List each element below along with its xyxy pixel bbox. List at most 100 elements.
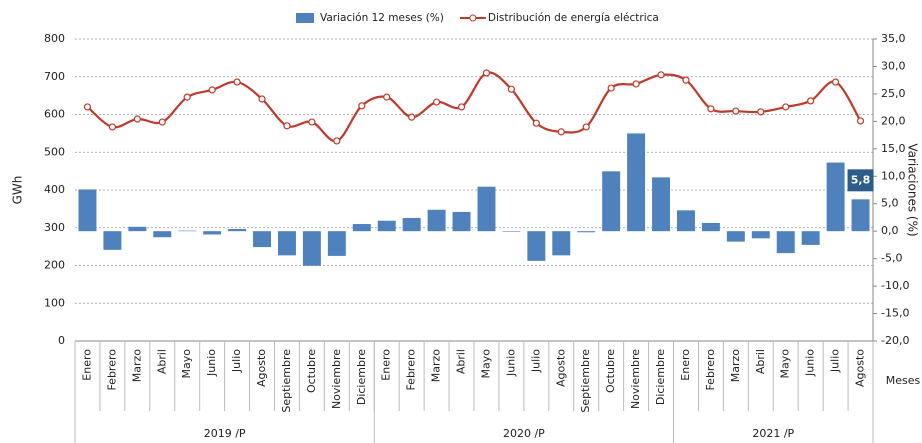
line xyxy=(86,71,862,143)
legend-swatch xyxy=(296,13,314,23)
x-tick-label: Mayo xyxy=(479,349,492,379)
line-marker xyxy=(457,103,466,111)
bar xyxy=(78,189,97,232)
y-tick-label: 600 xyxy=(44,108,65,121)
line-marker xyxy=(283,122,291,130)
y-tick-label: 200 xyxy=(44,259,65,272)
x-tick-label: Mayo xyxy=(779,349,792,379)
y2-tick-label: 30,0 xyxy=(881,59,906,72)
bar xyxy=(801,231,820,245)
line-marker xyxy=(707,105,715,113)
value-label-box xyxy=(847,169,874,192)
bar xyxy=(302,231,321,266)
line-marker xyxy=(308,118,316,126)
y2-tick-label: 0,0 xyxy=(881,224,899,237)
y2-tick-label: -20,0 xyxy=(881,334,909,347)
line-marker xyxy=(108,123,117,131)
x-tick-label: Junio xyxy=(205,349,218,377)
line-marker xyxy=(582,123,590,131)
bar xyxy=(826,162,845,232)
line-marker xyxy=(831,78,840,86)
bar xyxy=(402,218,421,232)
group-label: 2019 /P xyxy=(204,427,246,440)
line-marker xyxy=(83,103,92,111)
bar xyxy=(602,171,621,232)
bar xyxy=(776,231,795,254)
x-tick-label: Noviembre xyxy=(330,349,343,409)
line-marker xyxy=(482,69,491,77)
y2-tick-label: -10,0 xyxy=(881,279,909,292)
legend-swatch xyxy=(469,14,477,22)
x-tick-label: Enero xyxy=(679,349,692,381)
bar xyxy=(178,230,197,232)
bar xyxy=(128,226,147,232)
bar xyxy=(103,231,122,250)
line-marker xyxy=(607,84,615,92)
legend-label: Distribución de energía eléctrica xyxy=(488,12,659,24)
y-tick-label: 800 xyxy=(44,32,65,45)
line-marker xyxy=(782,103,790,111)
x-tick-label: Febrero xyxy=(704,349,717,391)
bar xyxy=(527,231,546,261)
x-tick-label: Octubre xyxy=(305,349,318,393)
bar xyxy=(577,231,596,233)
x-tick-label: Septiembre xyxy=(280,349,293,413)
line-marker xyxy=(358,102,366,110)
line-marker xyxy=(632,80,640,88)
line-marker xyxy=(757,108,765,116)
line-marker xyxy=(557,128,565,136)
x-tick-label: Marzo xyxy=(130,349,143,383)
line-marker xyxy=(333,137,341,145)
y2-tick-label: 20,0 xyxy=(881,114,906,127)
line-marker xyxy=(856,117,865,125)
bar xyxy=(153,231,172,238)
legend-label: Variación 12 meses (%) xyxy=(320,12,444,24)
x-tick-label: Diciembre xyxy=(654,349,667,405)
bar xyxy=(228,228,247,232)
x-tick-label: Marzo xyxy=(729,349,742,383)
bar xyxy=(253,231,272,248)
line-marker xyxy=(208,86,216,94)
x-tick-label: Mayo xyxy=(180,349,193,379)
x-tick-label: Enero xyxy=(80,349,93,381)
bar xyxy=(277,231,296,256)
x-tick-label: Julio xyxy=(829,349,842,373)
y2-tick-label: 5,0 xyxy=(881,197,899,210)
line-marker xyxy=(183,93,191,101)
line-marker xyxy=(233,78,241,86)
x-tick-label: Junio xyxy=(504,349,517,377)
y2-tick-label: 15,0 xyxy=(881,142,906,155)
bar xyxy=(502,231,521,232)
line-marker xyxy=(383,93,391,101)
x-tick-label: Diciembre xyxy=(355,349,368,405)
x-axis-title: Meses xyxy=(886,374,921,387)
group-label: 2021 /P xyxy=(752,427,794,440)
x-tick-label: Enero xyxy=(380,349,393,381)
y-tick-label: 100 xyxy=(44,296,65,309)
x-tick-label: Julio xyxy=(529,349,542,373)
x-tick-label: Agosto xyxy=(554,349,567,387)
group-label: 2020 /P xyxy=(503,427,545,440)
x-tick-label: Abril xyxy=(455,349,468,374)
bar xyxy=(851,199,870,232)
x-tick-label: Febrero xyxy=(405,349,418,391)
value-label: 5,8 xyxy=(851,173,871,186)
y2-tick-label: -5,0 xyxy=(881,252,902,265)
y-tick-label: 500 xyxy=(44,145,65,158)
line-marker xyxy=(133,115,141,123)
line-marker xyxy=(158,118,166,126)
x-tick-label: Junio xyxy=(804,349,817,377)
bar xyxy=(427,209,446,232)
bar xyxy=(726,231,745,242)
bar xyxy=(327,231,346,256)
x-tick-label: Octubre xyxy=(604,349,617,393)
x-tick-label: Julio xyxy=(230,349,243,373)
bar xyxy=(627,133,646,232)
bar xyxy=(203,231,222,235)
y-tick-label: 400 xyxy=(44,183,65,196)
bar xyxy=(352,224,371,232)
bar xyxy=(552,231,571,256)
x-tick-label: Agosto xyxy=(255,349,268,387)
